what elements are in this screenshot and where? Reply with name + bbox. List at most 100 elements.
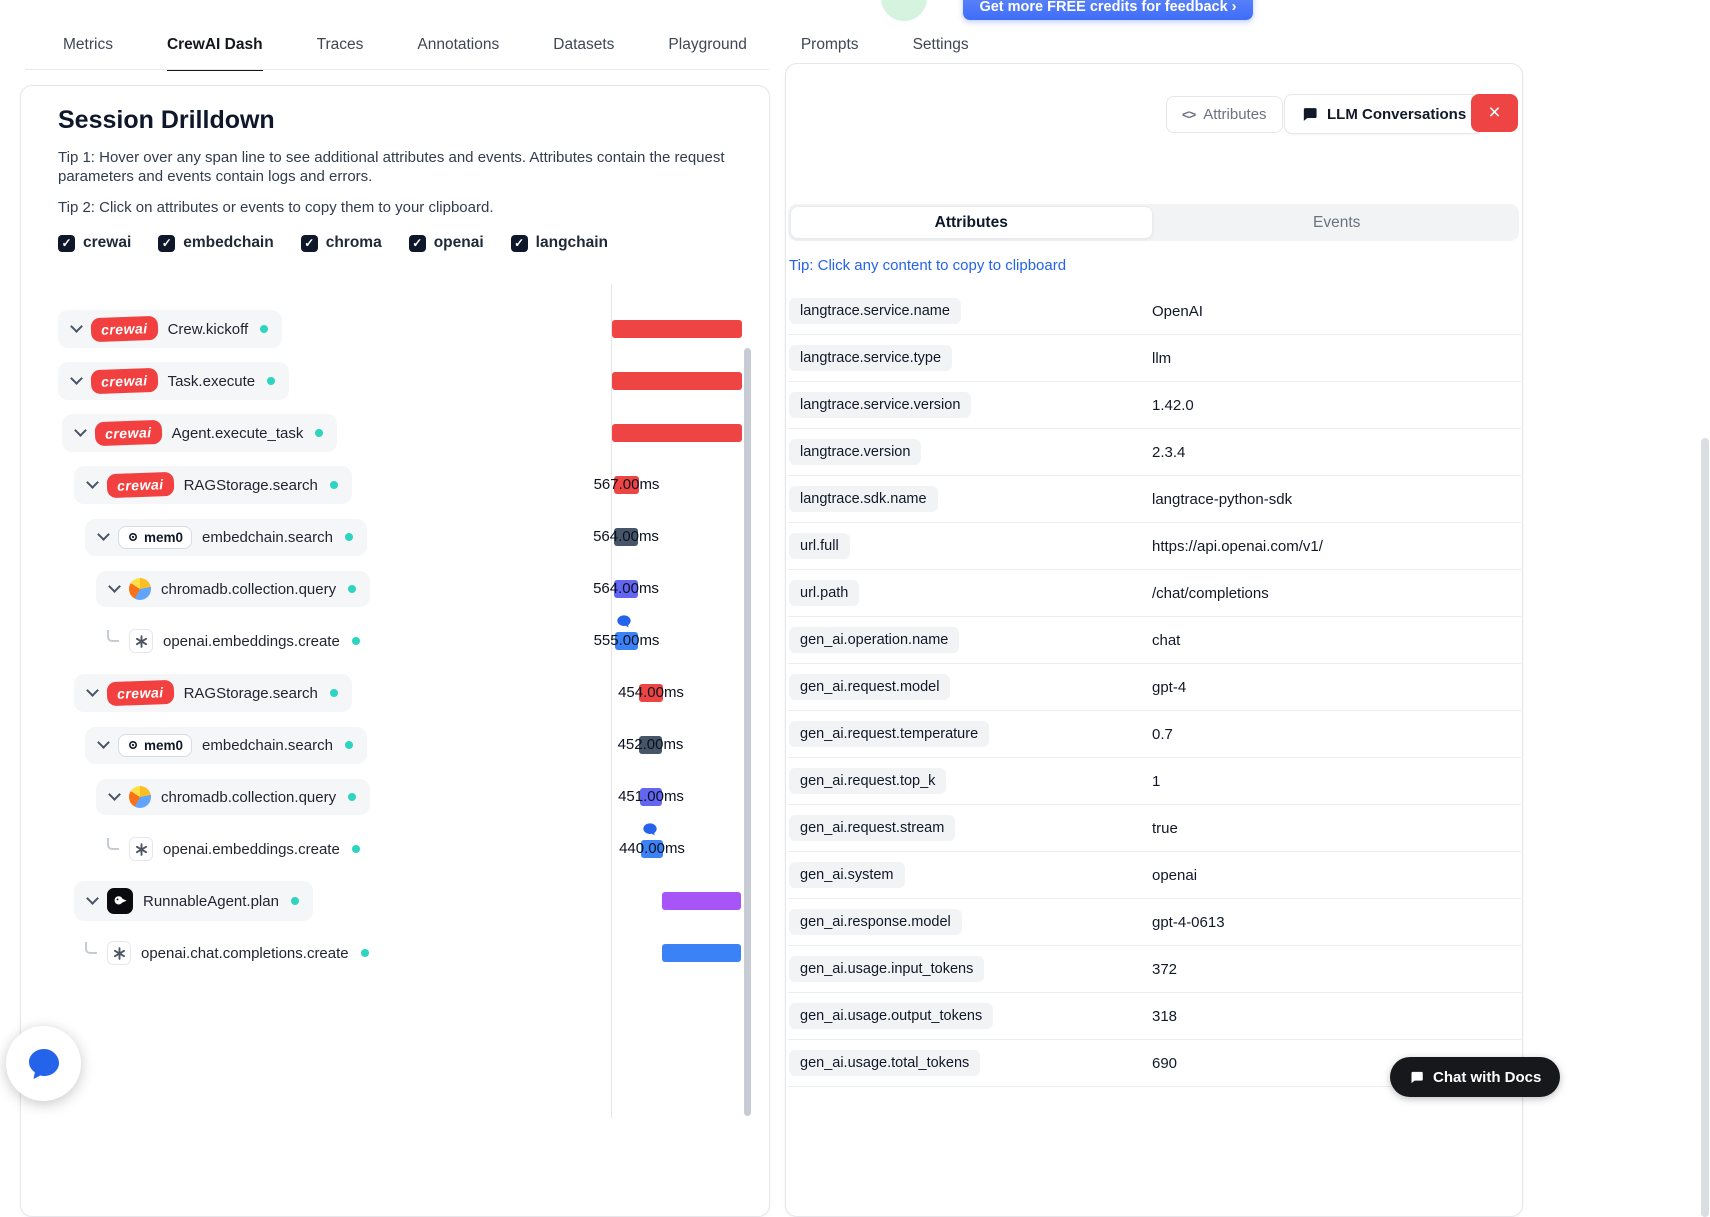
attribute-value[interactable]: chat xyxy=(1152,631,1181,649)
chevron-down-icon[interactable] xyxy=(86,684,99,697)
attribute-value[interactable]: https://api.openai.com/v1/ xyxy=(1152,537,1323,555)
attribute-row[interactable]: url.full https://api.openai.com/v1/ xyxy=(788,523,1521,570)
chevron-down-icon[interactable] xyxy=(70,372,83,385)
attribute-value[interactable]: 690 xyxy=(1152,1054,1178,1072)
attribute-key[interactable]: gen_ai.request.stream xyxy=(789,815,956,841)
attribute-value[interactable]: 0.7 xyxy=(1152,725,1173,743)
span-duration-bar[interactable] xyxy=(640,788,662,806)
attribute-row[interactable]: gen_ai.usage.output_tokens 318 xyxy=(788,993,1521,1040)
filter-openai[interactable]: ✓ openai xyxy=(408,234,484,252)
attribute-key[interactable]: gen_ai.usage.input_tokens xyxy=(789,956,985,982)
attribute-value[interactable]: OpenAI xyxy=(1152,302,1203,320)
attribute-row[interactable]: gen_ai.request.stream true xyxy=(788,805,1521,852)
llm-chat-bubble-icon[interactable] xyxy=(616,614,632,630)
checkbox-checked-icon[interactable]: ✓ xyxy=(408,234,426,252)
attribute-key[interactable]: gen_ai.request.top_k xyxy=(789,768,947,794)
attribute-value[interactable]: openai xyxy=(1152,866,1198,884)
attribute-row[interactable]: gen_ai.system openai xyxy=(788,852,1521,899)
attribute-value[interactable]: gpt-4 xyxy=(1152,678,1187,696)
chevron-down-icon[interactable] xyxy=(108,580,121,593)
attribute-row[interactable]: langtrace.service.name OpenAI xyxy=(788,288,1521,335)
chevron-down-icon[interactable] xyxy=(108,788,121,801)
span-row[interactable]: openai.embeddings.create 440.00ms xyxy=(21,823,769,875)
tab-metrics[interactable]: Metrics xyxy=(63,36,113,53)
tab-prompts[interactable]: Prompts xyxy=(800,36,859,53)
filter-embedchain[interactable]: ✓ embedchain xyxy=(158,234,274,252)
attribute-row[interactable]: gen_ai.request.top_k 1 xyxy=(788,758,1521,805)
llm-chat-bubble-icon[interactable] xyxy=(642,822,658,838)
attribute-row[interactable]: gen_ai.response.model gpt-4-0613 xyxy=(788,899,1521,946)
attribute-key[interactable]: gen_ai.system xyxy=(789,862,905,888)
filter-langchain[interactable]: ✓ langchain xyxy=(510,234,608,252)
checkbox-checked-icon[interactable]: ✓ xyxy=(300,234,318,252)
span-row[interactable]: crewai RAGStorage.search 454.00ms xyxy=(21,667,769,719)
attribute-key[interactable]: langtrace.service.version xyxy=(789,392,972,418)
attribute-value[interactable]: 318 xyxy=(1152,1007,1178,1025)
attribute-key[interactable]: gen_ai.request.temperature xyxy=(789,721,990,747)
attribute-key[interactable]: gen_ai.usage.total_tokens xyxy=(789,1050,981,1076)
attribute-row[interactable]: langtrace.version 2.3.4 xyxy=(788,429,1521,476)
span-row[interactable]: crewai Crew.kickoff xyxy=(21,303,769,355)
attribute-value[interactable]: langtrace-python-sdk xyxy=(1152,490,1293,508)
tab-annotations[interactable]: Annotations xyxy=(417,36,500,53)
attribute-row[interactable]: gen_ai.usage.input_tokens 372 xyxy=(788,946,1521,993)
checkbox-checked-icon[interactable]: ✓ xyxy=(510,234,528,252)
chat-launcher-button[interactable] xyxy=(6,1026,81,1101)
attribute-key[interactable]: url.path xyxy=(789,580,860,606)
span-row[interactable]: mem0 embedchain.search 452.00ms xyxy=(21,719,769,771)
tab-playground[interactable]: Playground xyxy=(668,36,747,53)
attribute-row[interactable]: langtrace.service.type llm xyxy=(788,335,1521,382)
attribute-row[interactable]: gen_ai.request.model gpt-4 xyxy=(788,664,1521,711)
attribute-value[interactable]: 1 xyxy=(1152,772,1161,790)
span-row[interactable]: chromadb.collection.query 564.00ms xyxy=(21,563,769,615)
span-duration-bar[interactable] xyxy=(612,320,742,338)
span-duration-bar[interactable] xyxy=(615,632,638,650)
copy-tip-link[interactable]: Tip: Click any content to copy to clipbo… xyxy=(789,257,1067,274)
llm-conversations-button[interactable]: LLM Conversations xyxy=(1284,94,1484,134)
attribute-key[interactable]: gen_ai.operation.name xyxy=(789,627,960,653)
span-duration-bar[interactable] xyxy=(612,424,742,442)
span-duration-bar[interactable] xyxy=(662,944,741,962)
attribute-key[interactable]: langtrace.service.type xyxy=(789,345,953,371)
tab-crewai-dash[interactable]: CrewAI Dash xyxy=(166,36,263,71)
span-duration-bar[interactable] xyxy=(612,372,742,390)
span-duration-bar[interactable] xyxy=(614,528,638,546)
attribute-key[interactable]: url.full xyxy=(789,533,850,559)
attribute-key[interactable]: langtrace.sdk.name xyxy=(789,486,938,512)
checkbox-checked-icon[interactable]: ✓ xyxy=(58,234,75,252)
attribute-row[interactable]: gen_ai.usage.total_tokens 690 xyxy=(788,1040,1521,1087)
attribute-key[interactable]: langtrace.version xyxy=(789,439,922,465)
span-row[interactable]: chromadb.collection.query 451.00ms xyxy=(21,771,769,823)
attribute-key[interactable]: gen_ai.usage.output_tokens xyxy=(789,1003,994,1029)
attribute-key[interactable]: langtrace.service.name xyxy=(789,298,961,324)
attribute-row[interactable]: langtrace.sdk.name langtrace-python-sdk xyxy=(788,476,1521,523)
attribute-value[interactable]: 372 xyxy=(1152,960,1178,978)
filter-crewai[interactable]: ✓ crewai xyxy=(58,234,131,252)
attribute-key[interactable]: gen_ai.request.model xyxy=(789,674,951,700)
avatar[interactable] xyxy=(878,0,930,24)
chevron-down-icon[interactable] xyxy=(86,892,99,905)
filter-chroma[interactable]: ✓ chroma xyxy=(300,234,382,252)
span-row[interactable]: RunnableAgent.plan xyxy=(21,875,769,927)
tab-settings[interactable]: Settings xyxy=(912,36,969,53)
chevron-down-icon[interactable] xyxy=(74,424,87,437)
attribute-row[interactable]: url.path /chat/completions xyxy=(788,570,1521,617)
span-row[interactable]: crewai Agent.execute_task xyxy=(21,407,769,459)
span-row[interactable]: openai.embeddings.create 555.00ms xyxy=(21,615,769,667)
span-duration-bar[interactable] xyxy=(641,840,663,858)
attribute-value[interactable]: /chat/completions xyxy=(1152,584,1269,602)
checkbox-checked-icon[interactable]: ✓ xyxy=(158,234,176,252)
chevron-down-icon[interactable] xyxy=(70,320,83,333)
span-row[interactable]: crewai Task.execute xyxy=(21,355,769,407)
attribute-row[interactable]: gen_ai.operation.name chat xyxy=(788,617,1521,664)
attribute-value[interactable]: 1.42.0 xyxy=(1152,396,1194,414)
close-button[interactable]: × xyxy=(1471,94,1518,132)
span-duration-bar[interactable] xyxy=(639,684,663,702)
attribute-value[interactable]: llm xyxy=(1152,349,1172,367)
span-row[interactable]: openai.chat.completions.create xyxy=(21,927,769,979)
attribute-value[interactable]: gpt-4-0613 xyxy=(1152,913,1225,931)
span-duration-bar[interactable] xyxy=(614,476,639,494)
span-duration-bar[interactable] xyxy=(614,580,638,598)
attribute-value[interactable]: true xyxy=(1152,819,1178,837)
credits-button[interactable]: Get more FREE credits for feedback › xyxy=(963,0,1253,20)
